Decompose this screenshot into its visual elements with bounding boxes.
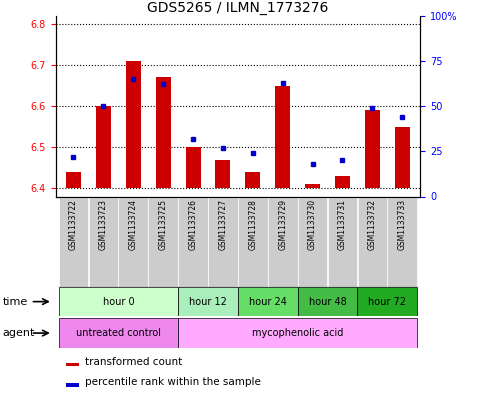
Bar bbox=[96, 106, 111, 188]
Bar bbox=[305, 184, 320, 188]
Bar bbox=[185, 147, 200, 188]
Bar bbox=[58, 287, 178, 316]
Bar bbox=[245, 172, 260, 188]
Bar bbox=[327, 196, 357, 287]
Text: hour 72: hour 72 bbox=[369, 297, 406, 307]
Bar bbox=[156, 77, 170, 188]
Bar bbox=[395, 127, 410, 188]
Text: GSM1133728: GSM1133728 bbox=[248, 199, 257, 250]
Bar bbox=[126, 61, 141, 188]
Bar bbox=[58, 196, 88, 287]
Text: time: time bbox=[3, 297, 28, 307]
Text: hour 12: hour 12 bbox=[189, 297, 227, 307]
Text: percentile rank within the sample: percentile rank within the sample bbox=[85, 377, 261, 387]
Bar bbox=[118, 196, 148, 287]
Text: GSM1133731: GSM1133731 bbox=[338, 199, 347, 250]
Text: GSM1133722: GSM1133722 bbox=[69, 199, 78, 250]
Bar bbox=[88, 196, 118, 287]
Text: GSM1133730: GSM1133730 bbox=[308, 199, 317, 250]
Bar bbox=[208, 196, 238, 287]
Bar bbox=[178, 287, 238, 316]
Bar bbox=[238, 196, 268, 287]
Text: transformed count: transformed count bbox=[85, 357, 182, 367]
Bar bbox=[58, 318, 178, 348]
Bar bbox=[357, 196, 387, 287]
Text: untreated control: untreated control bbox=[76, 328, 161, 338]
Bar bbox=[335, 176, 350, 188]
Bar bbox=[67, 363, 79, 366]
Text: GSM1133732: GSM1133732 bbox=[368, 199, 377, 250]
Bar bbox=[365, 110, 380, 188]
Text: hour 48: hour 48 bbox=[309, 297, 346, 307]
Text: GSM1133725: GSM1133725 bbox=[158, 199, 168, 250]
Text: GSM1133726: GSM1133726 bbox=[188, 199, 198, 250]
Bar bbox=[238, 287, 298, 316]
Bar bbox=[275, 86, 290, 188]
Text: GSM1133727: GSM1133727 bbox=[218, 199, 227, 250]
Bar bbox=[215, 160, 230, 188]
Text: hour 24: hour 24 bbox=[249, 297, 287, 307]
Bar bbox=[357, 287, 417, 316]
Text: GSM1133723: GSM1133723 bbox=[99, 199, 108, 250]
Bar bbox=[148, 196, 178, 287]
Bar bbox=[298, 196, 327, 287]
Text: hour 0: hour 0 bbox=[102, 297, 134, 307]
Text: GSM1133733: GSM1133733 bbox=[398, 199, 407, 250]
Bar bbox=[268, 196, 298, 287]
Bar bbox=[66, 172, 81, 188]
Text: GSM1133729: GSM1133729 bbox=[278, 199, 287, 250]
Bar bbox=[67, 383, 79, 387]
Text: GSM1133724: GSM1133724 bbox=[129, 199, 138, 250]
Text: mycophenolic acid: mycophenolic acid bbox=[252, 328, 343, 338]
Text: agent: agent bbox=[3, 328, 35, 338]
Bar bbox=[298, 287, 357, 316]
Bar bbox=[178, 196, 208, 287]
Bar bbox=[387, 196, 417, 287]
Bar bbox=[178, 318, 417, 348]
Title: GDS5265 / ILMN_1773276: GDS5265 / ILMN_1773276 bbox=[147, 1, 328, 15]
